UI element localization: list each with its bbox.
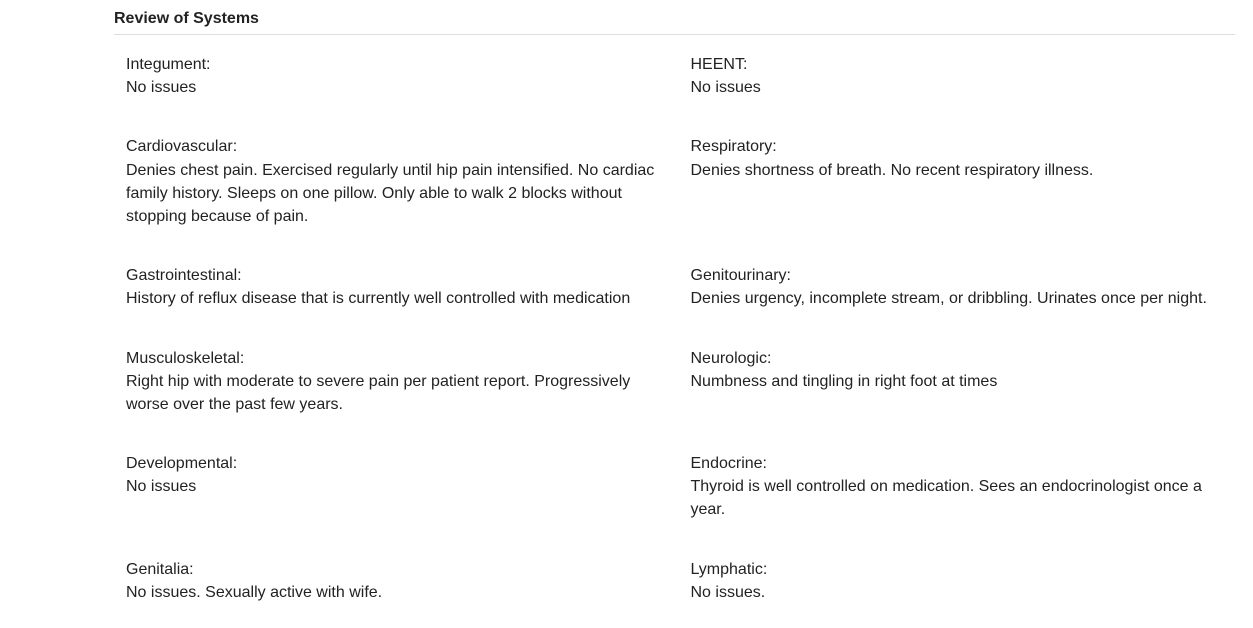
system-respiratory: Respiratory: Denies shortness of breath.… [691,135,1236,228]
system-label: Genitalia: [126,558,671,581]
system-value: Right hip with moderate to severe pain p… [126,370,671,416]
system-value: Denies urgency, incomplete stream, or dr… [691,287,1236,310]
system-value: Numbness and tingling in right foot at t… [691,370,1236,393]
system-integument: Integument: No issues [126,53,671,99]
section-title: Review of Systems [114,10,1235,35]
system-value: No issues. [691,581,1236,604]
system-cardiovascular: Cardiovascular: Denies chest pain. Exerc… [126,135,671,228]
system-value: No issues. Sexually active with wife. [126,581,671,604]
system-label: Neurologic: [691,347,1236,370]
system-musculoskeletal: Musculoskeletal: Right hip with moderate… [126,347,671,417]
system-genitourinary: Genitourinary: Denies urgency, incomplet… [691,264,1236,310]
system-label: Endocrine: [691,452,1236,475]
system-label: Genitourinary: [691,264,1236,287]
system-label: Lymphatic: [691,558,1236,581]
system-value: No issues [126,76,671,99]
system-label: Musculoskeletal: [126,347,671,370]
system-heent: HEENT: No issues [691,53,1236,99]
system-lymphatic: Lymphatic: No issues. [691,558,1236,604]
system-developmental: Developmental: No issues [126,452,671,522]
system-value: No issues [691,76,1236,99]
system-label: Developmental: [126,452,671,475]
system-value: History of reflux disease that is curren… [126,287,671,310]
system-label: Respiratory: [691,135,1236,158]
system-label: Cardiovascular: [126,135,671,158]
system-value: Denies chest pain. Exercised regularly u… [126,159,671,229]
system-label: Integument: [126,53,671,76]
system-value: No issues [126,475,671,498]
system-neurologic: Neurologic: Numbness and tingling in rig… [691,347,1236,417]
system-label: Gastrointestinal: [126,264,671,287]
system-endocrine: Endocrine: Thyroid is well controlled on… [691,452,1236,522]
system-gastrointestinal: Gastrointestinal: History of reflux dise… [126,264,671,310]
system-label: HEENT: [691,53,1236,76]
review-of-systems-grid: Integument: No issues HEENT: No issues C… [114,53,1235,604]
system-genitalia: Genitalia: No issues. Sexually active wi… [126,558,671,604]
system-value: Thyroid is well controlled on medication… [691,475,1236,521]
system-value: Denies shortness of breath. No recent re… [691,159,1236,182]
